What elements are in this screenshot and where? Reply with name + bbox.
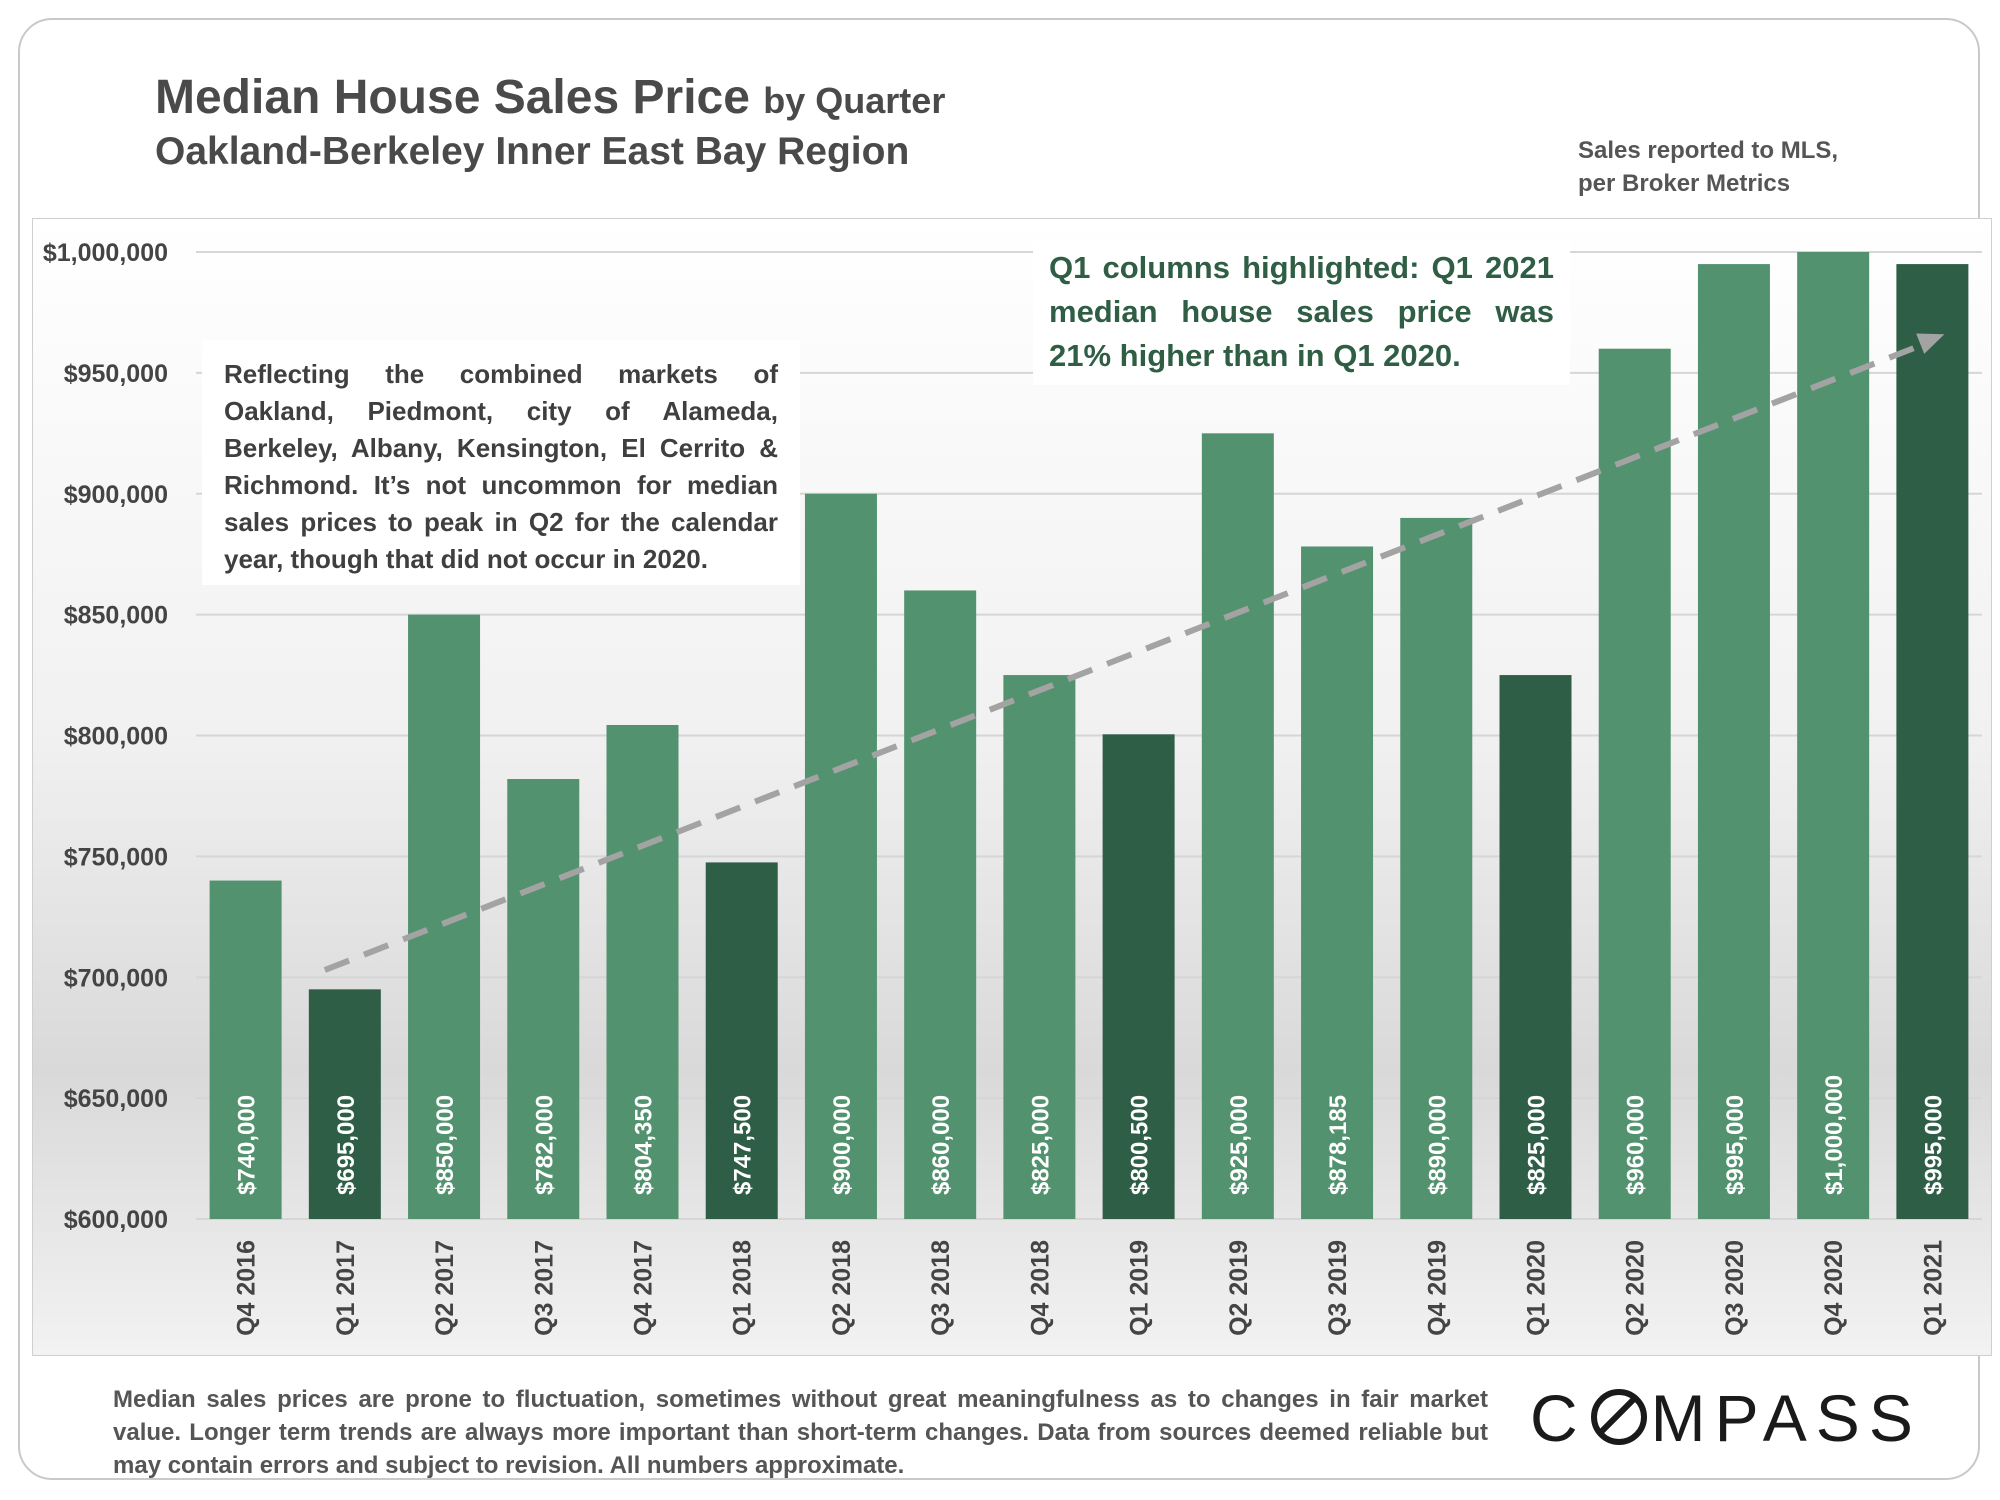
data-label: $960,000 xyxy=(1623,1095,1650,1195)
data-label: $900,000 xyxy=(829,1095,856,1195)
data-label: $995,000 xyxy=(1920,1095,1947,1195)
x-tick-label: Q4 2018 xyxy=(1026,1240,1054,1336)
x-tick-label: Q1 2021 xyxy=(1919,1240,1947,1336)
x-tick-label: Q4 2020 xyxy=(1820,1240,1848,1336)
bar-q2-2019 xyxy=(1201,433,1274,1219)
disclaimer: Median sales prices are prone to fluctua… xyxy=(113,1386,1488,1479)
x-tick-label: Q2 2019 xyxy=(1225,1240,1253,1336)
data-label: $995,000 xyxy=(1722,1095,1749,1195)
data-label: $878,185 xyxy=(1325,1095,1352,1195)
bar-q3-2017 xyxy=(507,779,580,1219)
source-note: Sales reported to MLS, per Broker Metric… xyxy=(1578,134,1878,200)
y-tick-label: $800,000 xyxy=(64,723,168,751)
x-tick-label: Q1 2018 xyxy=(729,1240,757,1336)
data-label: $825,000 xyxy=(1027,1095,1054,1195)
bar-q3-2019 xyxy=(1301,546,1374,1219)
title-qualifier: by Quarter xyxy=(763,80,946,121)
chart-title: Median House Sales Price by Quarter xyxy=(155,71,946,124)
y-tick-label: $650,000 xyxy=(64,1085,168,1113)
y-tick-label: $850,000 xyxy=(64,602,168,630)
y-tick-label: $950,000 xyxy=(64,360,168,388)
data-label: $860,000 xyxy=(928,1095,955,1195)
data-label: $890,000 xyxy=(1424,1095,1451,1195)
x-tick-label: Q4 2016 xyxy=(233,1240,261,1336)
logo-o-icon xyxy=(1590,1389,1647,1445)
bar-q1-2021 xyxy=(1896,264,1969,1219)
data-label: $850,000 xyxy=(432,1095,459,1195)
x-tick-label: Q1 2020 xyxy=(1523,1240,1551,1336)
x-tick-label: Q3 2020 xyxy=(1721,1240,1749,1336)
bar-q2-2017 xyxy=(408,614,481,1219)
bar-q3-2018 xyxy=(904,590,977,1219)
data-label: $695,000 xyxy=(333,1095,360,1195)
bar-q3-2020 xyxy=(1697,264,1770,1219)
chart-subtitle: Oakland-Berkeley Inner East Bay Region xyxy=(155,130,910,173)
y-tick-label: $1,000,000 xyxy=(43,239,168,267)
bar-q4-2019 xyxy=(1400,517,1473,1219)
compass-logo: C MPASS xyxy=(1530,1381,1922,1455)
markets-note: Reflecting the combined markets of Oakla… xyxy=(202,340,800,585)
bar-q2-2018 xyxy=(804,493,877,1219)
data-label: $782,000 xyxy=(531,1095,558,1195)
source-line-2: per Broker Metrics xyxy=(1578,170,1791,197)
bar-q4-2018 xyxy=(1003,675,1076,1219)
x-tick-label: Q1 2017 xyxy=(332,1240,360,1336)
bar-q4-2017 xyxy=(606,724,679,1219)
trend-line xyxy=(323,340,1928,973)
trend-arrowhead-icon xyxy=(1916,333,1945,354)
y-tick-label: $750,000 xyxy=(64,843,168,871)
bar-q1-2019 xyxy=(1102,734,1175,1219)
bar-q2-2020 xyxy=(1598,348,1671,1219)
bar-q1-2020 xyxy=(1499,675,1572,1219)
data-label: $740,000 xyxy=(234,1095,261,1195)
x-tick-label: Q4 2017 xyxy=(630,1240,658,1336)
x-tick-label: Q3 2019 xyxy=(1324,1240,1352,1336)
bar-q1-2018 xyxy=(705,862,778,1219)
y-tick-label: $900,000 xyxy=(64,481,168,509)
x-tick-label: Q1 2019 xyxy=(1126,1240,1154,1336)
data-label: $925,000 xyxy=(1226,1095,1253,1195)
data-label: $804,350 xyxy=(631,1095,658,1195)
y-tick-label: $700,000 xyxy=(64,964,168,992)
data-label: $747,500 xyxy=(730,1095,757,1195)
data-label: $1,000,000 xyxy=(1821,1075,1848,1195)
x-tick-label: Q3 2017 xyxy=(530,1240,558,1336)
bar-q4-2016 xyxy=(209,880,282,1219)
y-tick-label: $600,000 xyxy=(64,1206,168,1234)
bar-q1-2017 xyxy=(308,989,381,1219)
q1-callout: Q1 columns highlighted: Q1 2021 median h… xyxy=(1033,240,1570,385)
bar-q4-2020 xyxy=(1797,252,1870,1219)
source-line-1: Sales reported to MLS, xyxy=(1578,137,1839,164)
x-tick-label: Q3 2018 xyxy=(927,1240,955,1336)
x-tick-label: Q4 2019 xyxy=(1423,1240,1451,1336)
x-tick-label: Q2 2018 xyxy=(828,1240,856,1336)
x-tick-label: Q2 2020 xyxy=(1622,1240,1650,1336)
data-label: $800,500 xyxy=(1127,1095,1154,1195)
data-label: $825,000 xyxy=(1524,1095,1551,1195)
x-tick-label: Q2 2017 xyxy=(431,1240,459,1336)
